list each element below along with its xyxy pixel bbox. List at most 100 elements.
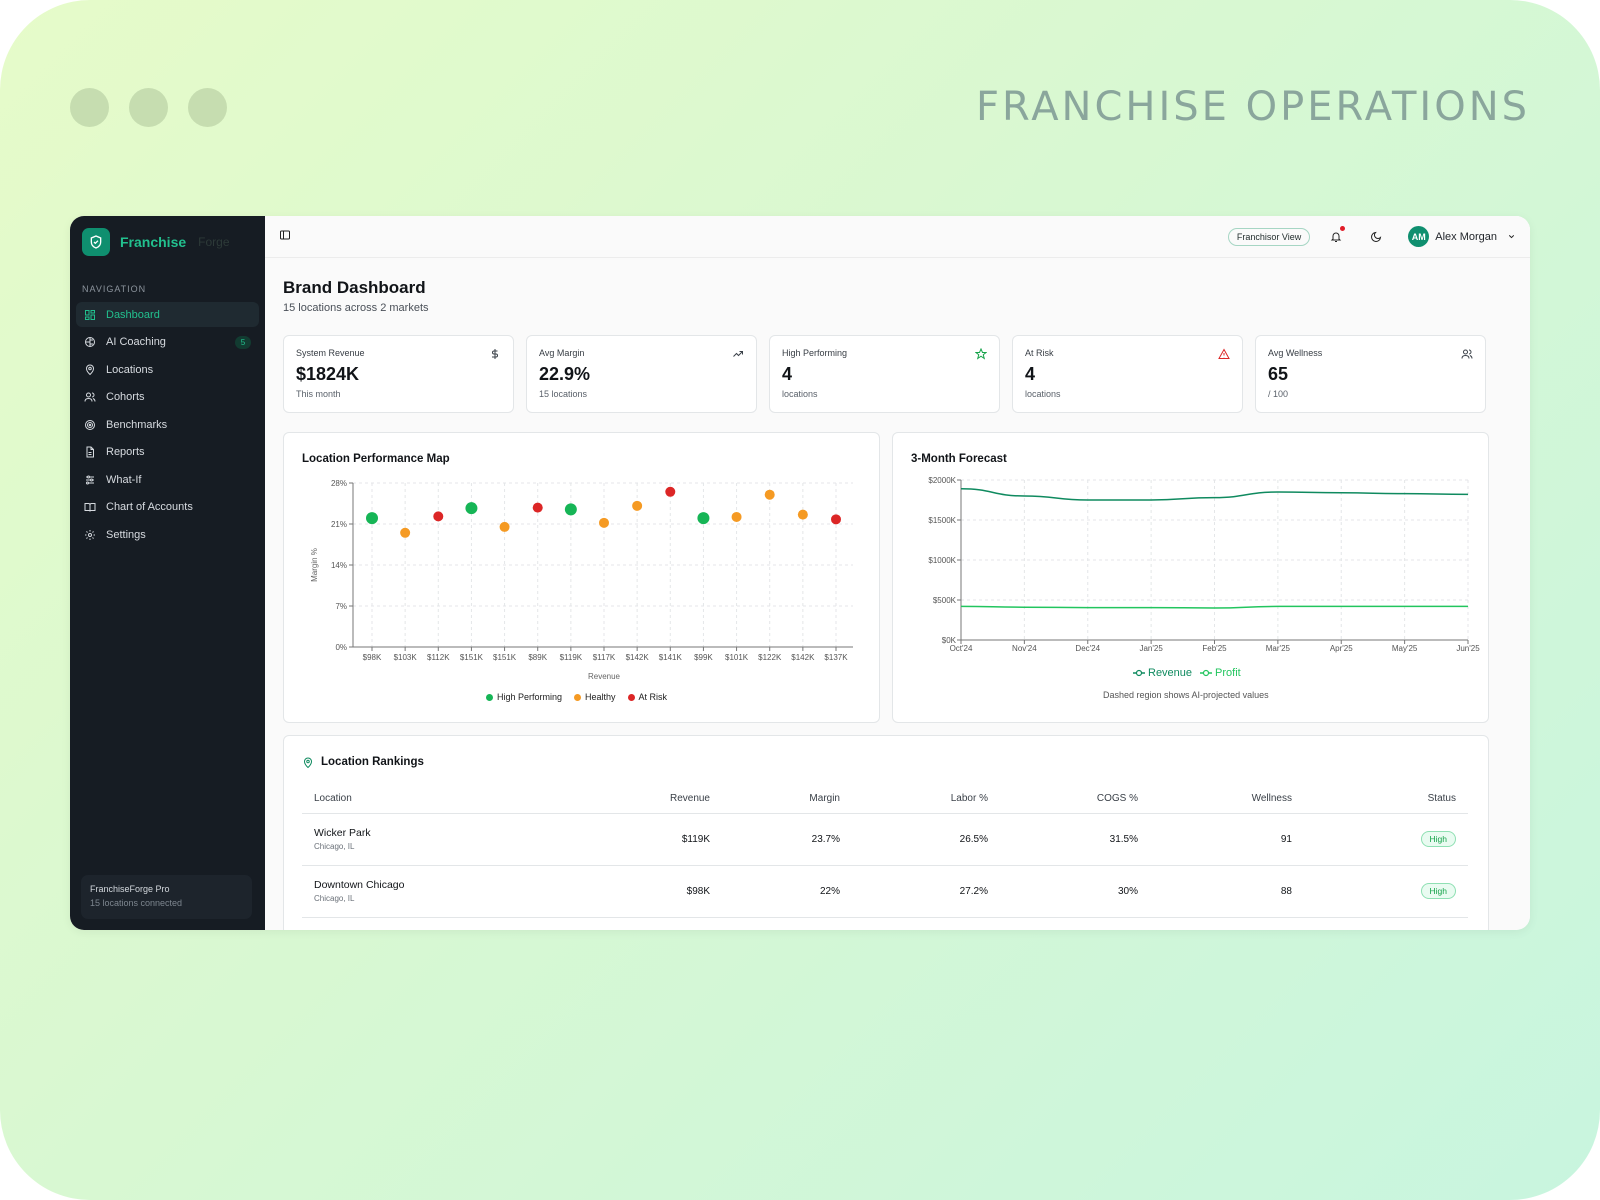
performance-legend: High Performing Healthy At Risk [486, 692, 667, 702]
scatter-point [499, 521, 510, 532]
status-badge: High [1420, 883, 1456, 899]
forecast-title: 3-Month Forecast [911, 453, 1007, 465]
theme-toggle-button[interactable] [1368, 229, 1384, 245]
x-tick-label: $142K [626, 653, 650, 662]
labor-cell: 26.5% [852, 813, 1000, 866]
kpi-sub: locations [782, 389, 818, 399]
location-city: Chicago, IL [314, 894, 355, 903]
users-icon [1461, 349, 1473, 359]
brand-name: Franchise [120, 234, 187, 250]
sidebar-item-label: Settings [106, 528, 146, 541]
y-axis-label: Margin % [310, 548, 319, 582]
scatter-point [400, 527, 411, 538]
kpi-label: Avg Margin [539, 348, 585, 358]
legend-item-healthy: Healthy [574, 692, 616, 702]
scatter-point [831, 514, 841, 525]
sidebar-item-dashboard[interactable]: Dashboard [76, 302, 259, 327]
y-tick-label: 0% [335, 643, 347, 652]
sidebar-item-ai-coaching[interactable]: AI Coaching 5 [76, 330, 259, 355]
series-line-revenue [960, 488, 1469, 501]
x-tick-label: $117K [593, 653, 616, 662]
x-tick-label: Mar'25 [1266, 644, 1291, 653]
scatter-point [632, 500, 643, 511]
plan-title: FranchiseForge Pro [90, 884, 170, 894]
x-tick-label: $98K [363, 653, 382, 662]
window-dot-2 [129, 88, 168, 127]
x-tick-label: Feb'25 [1202, 644, 1227, 653]
x-tick-label: Nov'24 [1012, 644, 1037, 653]
panel-left-icon [280, 230, 290, 239]
x-tick-label: $103K [394, 653, 418, 662]
wellness-cell: 91 [1150, 813, 1304, 866]
scatter-point [731, 511, 742, 522]
sidebar-toggle-button[interactable] [279, 228, 291, 246]
x-tick-label: Apr'25 [1330, 644, 1353, 653]
sidebar: Franchise Forge NAVIGATION Dashboard AI C… [70, 216, 265, 930]
page-subtitle: 15 locations across 2 markets [283, 302, 429, 314]
location-city: Chicago, IL [314, 842, 355, 851]
x-tick-label: $137K [824, 653, 848, 662]
headline: FRANCHISE OPERATIONS [976, 84, 1530, 130]
file-icon [86, 446, 94, 458]
kpi-system-revenue: System Revenue $1824K This month [283, 335, 514, 413]
line-marker-icon [1200, 669, 1213, 677]
plan-card: FranchiseForge Pro 15 locations connecte… [81, 875, 252, 919]
table-row[interactable]: Wicker Park Chicago, IL $119K 23.7% 26.5… [302, 813, 1468, 866]
kpi-value: 22.9% [539, 364, 591, 384]
cogs-cell: 30% [1000, 865, 1150, 918]
forecast-legend: Revenue Profit [1133, 667, 1241, 679]
rankings-title: Location Rankings [321, 756, 424, 768]
map-pin-icon [85, 364, 95, 375]
sidebar-item-reports[interactable]: Reports [76, 440, 259, 465]
x-tick-label: $101K [725, 653, 749, 662]
kpi-value: 65 [1268, 364, 1289, 384]
x-axis-label: Revenue [588, 672, 621, 681]
sidebar-item-benchmarks[interactable]: Benchmarks [76, 412, 259, 437]
brain-icon [85, 337, 95, 347]
performance-map-title: Location Performance Map [302, 453, 450, 465]
user-menu[interactable]: AM Alex Morgan [1408, 226, 1516, 247]
y-tick-label: $1000K [928, 556, 956, 565]
x-tick-label: $99K [694, 653, 713, 662]
column-header-margin[interactable]: Margin [722, 784, 852, 814]
x-tick-label: Jun'25 [1456, 644, 1480, 653]
x-tick-label: May'25 [1392, 644, 1418, 653]
sidebar-item-settings[interactable]: Settings [76, 522, 259, 547]
column-header-status[interactable]: Status [1304, 784, 1468, 814]
status-cell: High [1304, 813, 1468, 866]
brand[interactable]: Franchise Forge [70, 216, 265, 268]
sidebar-item-label: Benchmarks [106, 418, 168, 431]
wellness-cell: 88 [1150, 865, 1304, 918]
window-controls [70, 88, 227, 127]
column-header-cogs[interactable]: COGS % [1000, 784, 1150, 814]
sidebar-item-locations[interactable]: Locations [76, 357, 259, 382]
table-row[interactable]: Downtown Chicago Chicago, IL $98K 22% 27… [302, 865, 1468, 918]
kpi-avg-margin: Avg Margin 22.9% 15 locations [526, 335, 757, 413]
column-header-wellness[interactable]: Wellness [1150, 784, 1304, 814]
bell-icon [1331, 232, 1342, 242]
topbar: Franchisor View AM Alex Morgan [265, 216, 1530, 258]
kpi-label: System Revenue [296, 348, 365, 358]
notifications-button[interactable] [1328, 225, 1346, 245]
column-header-labor[interactable]: Labor % [852, 784, 1000, 814]
column-header-location[interactable]: Location [302, 784, 592, 814]
sidebar-item-label: Reports [106, 446, 145, 458]
scatter-point [665, 486, 676, 497]
window-dot-1 [70, 88, 109, 127]
trending-up-icon [733, 351, 743, 357]
sidebar-item-what-if[interactable]: What-If [76, 467, 259, 492]
column-header-revenue[interactable]: Revenue [592, 784, 722, 814]
y-tick-label: $1500K [928, 516, 956, 525]
legend-item-profit: Profit [1200, 667, 1241, 679]
kpi-sub: This month [296, 389, 341, 399]
x-tick-label: $151K [460, 653, 484, 662]
x-tick-label: $142K [791, 653, 815, 662]
view-switch-button[interactable]: Franchisor View [1227, 227, 1311, 246]
topbar-actions: Franchisor View AM Alex Morgan [1227, 225, 1516, 247]
kpi-label: At Risk [1025, 348, 1054, 358]
sidebar-item-chart-of-accounts[interactable]: Chart of Accounts [76, 495, 259, 520]
sidebar-item-label: Locations [106, 363, 154, 376]
book-icon [84, 503, 96, 512]
sidebar-item-cohorts[interactable]: Cohorts [76, 385, 259, 410]
